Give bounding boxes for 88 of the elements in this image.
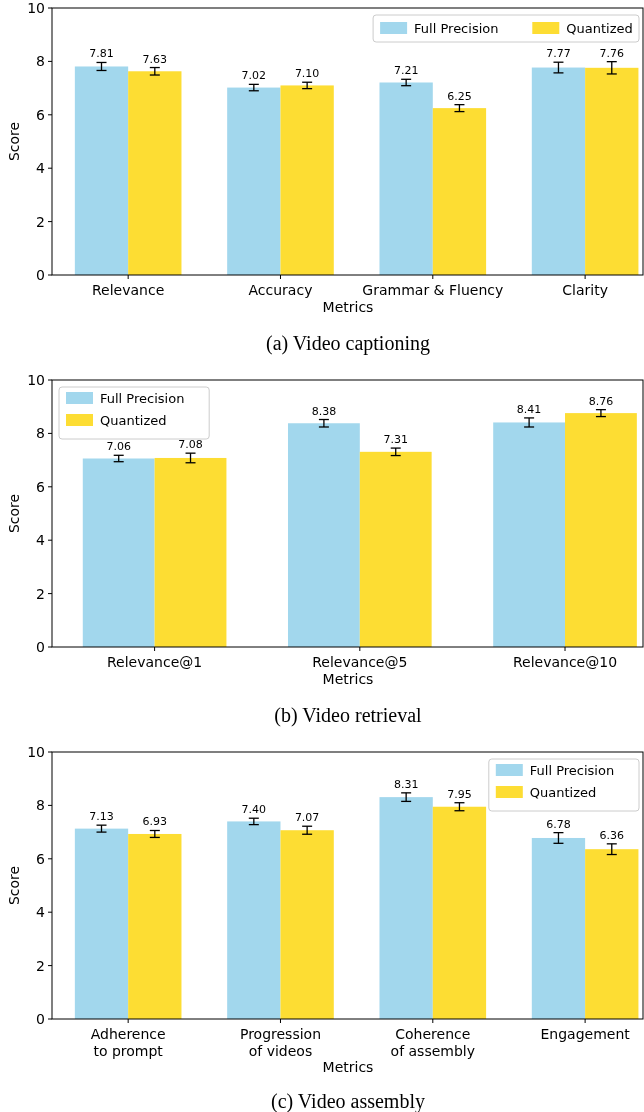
bar bbox=[565, 413, 637, 647]
bar bbox=[227, 821, 281, 1019]
x-tick-label: Relevance@10 bbox=[512, 654, 618, 670]
y-tick-label: 6 bbox=[36, 850, 46, 867]
y-tick-label: 10 bbox=[27, 0, 45, 16]
bar bbox=[128, 833, 182, 1019]
bar bbox=[280, 85, 334, 275]
x-tick-label: Progression of videos bbox=[239, 1026, 322, 1059]
data-label: 7.13 bbox=[89, 810, 114, 824]
x-tick-label: Engagement bbox=[540, 1026, 631, 1042]
x-axis-title: Metrics bbox=[322, 299, 374, 315]
data-label: 7.31 bbox=[383, 433, 408, 447]
y-tick-label: 2 bbox=[36, 213, 45, 230]
y-tick-label: 6 bbox=[36, 106, 46, 123]
bar bbox=[585, 67, 639, 275]
x-tick-label: Adherence to prompt bbox=[90, 1026, 166, 1059]
x-tick-label: Coherence of assembly bbox=[390, 1026, 476, 1059]
text: (a) Video captioning bbox=[266, 332, 430, 355]
bar bbox=[128, 71, 182, 275]
x-tick-label: Relevance bbox=[92, 282, 165, 298]
data-label: 7.95 bbox=[447, 787, 472, 801]
y-tick-label: 0 bbox=[36, 639, 45, 655]
data-label: 7.02 bbox=[241, 69, 267, 83]
data-label: 7.21 bbox=[393, 64, 419, 78]
bar bbox=[74, 66, 129, 275]
y-axis-title: Score bbox=[6, 121, 22, 162]
bar bbox=[82, 458, 155, 647]
bar bbox=[432, 108, 487, 275]
bar bbox=[359, 451, 432, 647]
legend-label: Quantized bbox=[100, 413, 167, 428]
y-tick-label: 2 bbox=[36, 585, 45, 602]
bar bbox=[493, 422, 566, 647]
text: (c) Video assembly bbox=[271, 1090, 425, 1112]
bar bbox=[280, 830, 334, 1019]
y-tick-label: 6 bbox=[36, 478, 46, 495]
data-label: 8.41 bbox=[516, 402, 542, 416]
y-tick-label: 10 bbox=[27, 744, 45, 760]
data-label: 7.07 bbox=[294, 811, 320, 825]
data-label: 7.10 bbox=[294, 67, 320, 81]
bar bbox=[287, 423, 360, 647]
data-label: 6.25 bbox=[447, 89, 472, 103]
legend-label: Quantized bbox=[529, 785, 597, 800]
data-label: 8.31 bbox=[393, 777, 419, 791]
y-tick-label: 4 bbox=[36, 160, 46, 177]
bar bbox=[227, 87, 281, 275]
y-tick-label: 10 bbox=[27, 372, 45, 388]
x-tick-label: Relevance@1 bbox=[107, 654, 203, 670]
bar bbox=[531, 837, 586, 1019]
data-label: 7.40 bbox=[241, 803, 267, 817]
data-label: 7.08 bbox=[178, 438, 203, 452]
bar bbox=[379, 797, 433, 1019]
legend-label: Full Precision bbox=[414, 21, 499, 36]
y-tick-label: 8 bbox=[36, 797, 45, 814]
x-tick-label: Clarity bbox=[562, 282, 608, 298]
bar bbox=[432, 806, 487, 1019]
y-axis-title: Score bbox=[6, 493, 22, 534]
data-label: 6.93 bbox=[142, 815, 168, 829]
y-axis-title: Score bbox=[6, 865, 22, 906]
x-tick-label: Relevance@5 bbox=[312, 654, 408, 670]
bar bbox=[531, 67, 586, 275]
y-tick-label: 2 bbox=[36, 957, 45, 974]
data-label: 7.76 bbox=[599, 46, 625, 60]
x-tick-label: Grammar & Fluency bbox=[362, 282, 504, 298]
data-label: 7.06 bbox=[106, 440, 131, 454]
y-tick-label: 8 bbox=[36, 425, 45, 442]
x-tick-label: Accuracy bbox=[248, 282, 313, 298]
data-label: 6.36 bbox=[599, 828, 625, 842]
data-label: 7.63 bbox=[142, 52, 168, 66]
legend-label: Full Precision bbox=[529, 763, 615, 778]
x-axis-title: Metrics bbox=[322, 1059, 374, 1075]
text: (b) Video retrieval bbox=[274, 704, 423, 727]
bar bbox=[585, 849, 639, 1019]
y-tick-label: 0 bbox=[36, 267, 45, 283]
bar bbox=[379, 82, 433, 275]
data-label: 8.38 bbox=[311, 404, 337, 418]
y-tick-label: 4 bbox=[36, 532, 46, 549]
y-tick-label: 0 bbox=[36, 1011, 45, 1027]
legend-label: Full Precision bbox=[100, 391, 185, 406]
bar bbox=[154, 457, 227, 647]
y-tick-label: 4 bbox=[36, 904, 46, 921]
data-label: 8.76 bbox=[588, 394, 614, 408]
data-label: 6.78 bbox=[546, 817, 571, 831]
y-tick-label: 8 bbox=[36, 53, 45, 70]
bar bbox=[74, 828, 129, 1019]
data-label: 7.77 bbox=[546, 47, 571, 61]
x-axis-title: Metrics bbox=[322, 671, 374, 687]
legend-label: Quantized bbox=[566, 21, 633, 36]
data-label: 7.81 bbox=[89, 47, 114, 61]
